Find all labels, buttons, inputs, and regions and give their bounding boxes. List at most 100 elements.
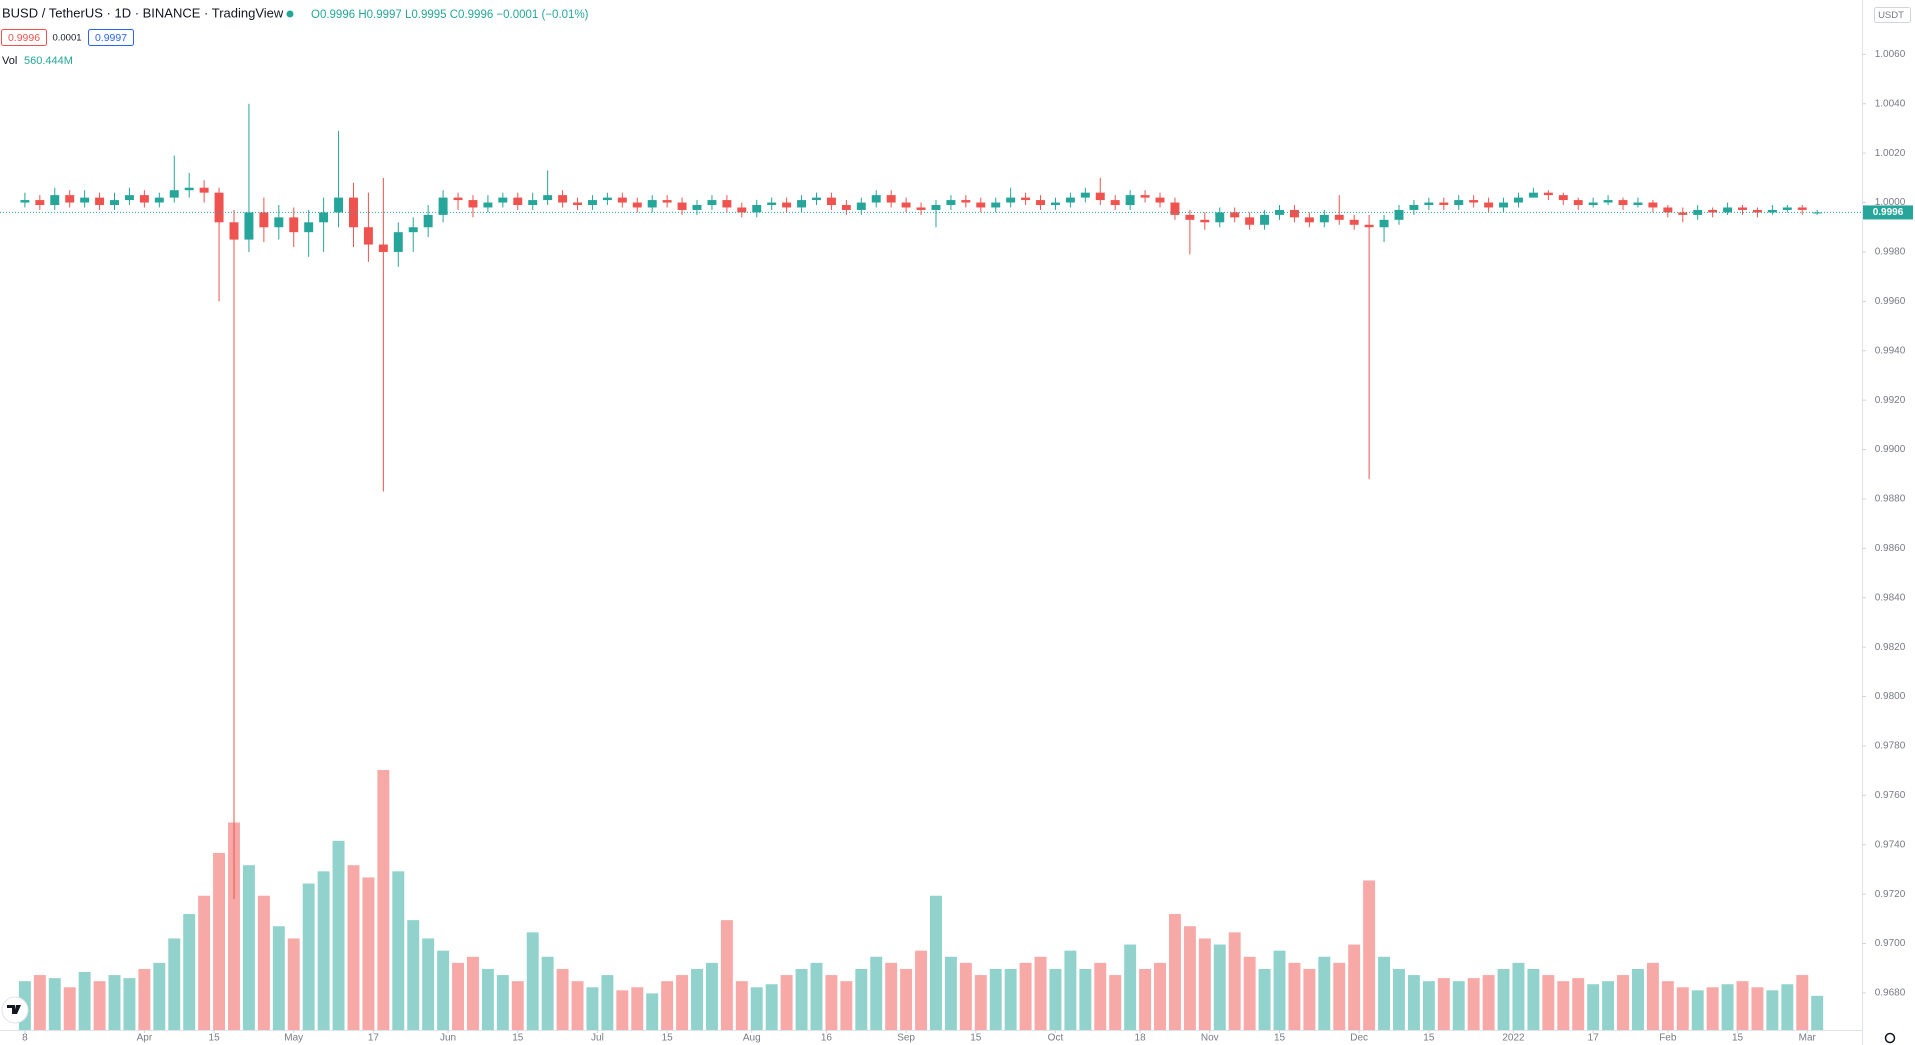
candle-body	[1275, 209, 1284, 215]
candle-body	[528, 200, 538, 206]
candle-body	[1200, 219, 1210, 223]
volume-bar	[1333, 962, 1346, 1030]
candle-body	[35, 200, 45, 206]
candle-body	[1528, 192, 1538, 198]
candle-layer	[20, 103, 1822, 900]
candle-body	[169, 190, 179, 198]
volume-bar	[541, 956, 554, 1030]
ask-box[interactable]	[88, 29, 134, 46]
y-tick-label: 0.9920	[1875, 395, 1906, 406]
x-tick-label: 18	[1135, 1033, 1147, 1044]
candle-body	[558, 195, 568, 203]
candle-body	[782, 202, 792, 208]
x-tick-label: 15	[1732, 1033, 1744, 1044]
x-tick-label: Sep	[897, 1033, 915, 1044]
volume-bar	[631, 987, 644, 1030]
candle-body	[1140, 195, 1150, 198]
volume-bar	[1049, 968, 1062, 1030]
y-tick-label: 0.9740	[1875, 839, 1906, 850]
x-tick-label: 15	[512, 1033, 524, 1044]
volume-bar	[48, 978, 61, 1030]
volume-bar	[1527, 968, 1540, 1030]
volume-bar	[1631, 968, 1644, 1030]
volume-bar	[1796, 975, 1809, 1030]
candle-body	[1110, 200, 1120, 206]
volume-bar	[198, 895, 211, 1030]
candle-body	[1738, 207, 1747, 210]
volume-bar	[1781, 984, 1794, 1030]
volume-layer	[18, 770, 1824, 1030]
candle-body	[692, 205, 702, 210]
candle-body	[602, 197, 612, 201]
y-tick-label: 1.0040	[1875, 98, 1906, 109]
volume-bar	[870, 956, 883, 1030]
volume-bar	[392, 871, 405, 1030]
candle-body	[50, 195, 60, 206]
volume-bar	[347, 865, 360, 1030]
x-tick-label: 8	[22, 1033, 28, 1044]
candle-body	[110, 200, 119, 206]
volume-bar	[1213, 944, 1226, 1030]
y-tick-label: 0.9800	[1875, 691, 1906, 702]
y-tick-label: 0.9860	[1875, 543, 1906, 554]
candle-body	[423, 214, 433, 228]
candle-body	[95, 197, 105, 206]
candle-body	[334, 197, 344, 213]
candle-body	[946, 200, 956, 206]
volume-bar	[1811, 995, 1824, 1030]
volume-label: Vol	[2, 55, 17, 67]
candle-body	[378, 244, 388, 252]
candle-body	[408, 227, 418, 233]
candle-body	[453, 197, 463, 201]
volume-bar	[317, 871, 330, 1030]
candle-body	[363, 227, 373, 245]
y-tick-label: 0.9840	[1875, 592, 1906, 603]
candle-body	[1812, 212, 1822, 214]
x-tick-label: 2022	[1502, 1033, 1525, 1044]
x-tick-label: May	[284, 1033, 303, 1044]
volume-bar	[1452, 981, 1465, 1030]
volume-bar	[362, 877, 375, 1030]
volume-bar	[974, 975, 987, 1030]
volume-bar	[930, 895, 942, 1030]
candle-body	[319, 212, 329, 223]
candle-body	[587, 200, 597, 206]
candle-body	[1439, 202, 1449, 206]
volume-bar	[855, 968, 868, 1030]
volume-bar	[1154, 962, 1166, 1030]
volume-bar	[1482, 975, 1495, 1030]
last-price-tag	[1863, 205, 1913, 220]
volume-bar	[1124, 944, 1137, 1030]
candle-body	[617, 197, 627, 203]
x-tick-label: 15	[662, 1033, 674, 1044]
x-tick-label: Oct	[1048, 1033, 1064, 1044]
volume-bar	[168, 938, 181, 1030]
candle-body	[1245, 217, 1255, 225]
volume-bar	[123, 978, 136, 1030]
settings-button[interactable]	[1884, 1032, 1896, 1044]
candle-body	[1185, 214, 1195, 220]
bid-box[interactable]	[1, 29, 47, 46]
volume-bar	[1198, 938, 1211, 1030]
candle-body	[498, 197, 508, 203]
x-tick-label: 15	[209, 1033, 221, 1044]
volume-bar	[840, 981, 853, 1030]
candle-body	[1379, 219, 1389, 228]
volume-bar	[735, 981, 748, 1030]
candle-body	[647, 200, 657, 208]
candle-body	[1334, 214, 1344, 220]
candle-body	[1648, 202, 1658, 208]
candle-body	[1155, 197, 1165, 203]
currency-button[interactable]	[1874, 7, 1911, 23]
volume-bar	[228, 822, 240, 1030]
volume-bar	[616, 990, 629, 1030]
candle-body	[573, 202, 582, 206]
candle-body	[1319, 214, 1329, 223]
candle-body	[1065, 197, 1075, 203]
spread: 0.0001	[52, 33, 81, 44]
candle-body	[1499, 202, 1509, 208]
y-tick-label: 0.9820	[1875, 642, 1906, 653]
volume-bar	[1661, 981, 1674, 1030]
candle-body	[543, 195, 553, 201]
volume-bar	[1572, 978, 1585, 1030]
